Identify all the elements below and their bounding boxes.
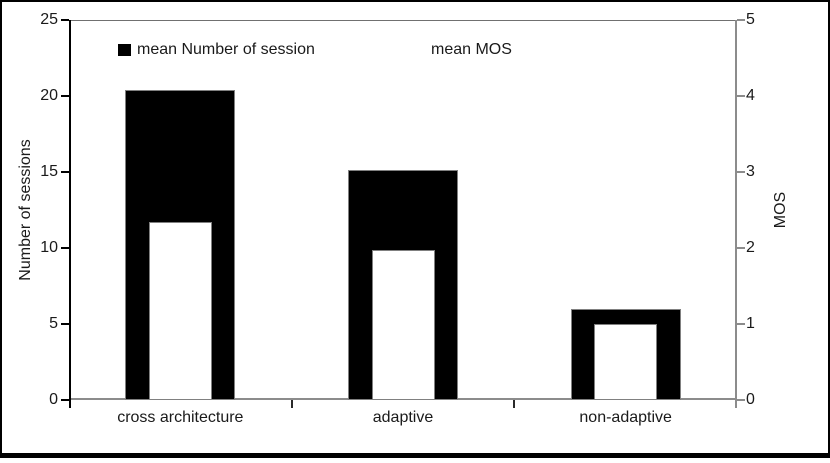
right-axis-tick-label: 1 bbox=[746, 315, 755, 332]
plot-area bbox=[61, 19, 745, 408]
left-axis-title: Number of sessions bbox=[17, 139, 34, 281]
legend-label-sessions: mean Number of session bbox=[137, 41, 315, 58]
right-axis-tick-label: 2 bbox=[746, 239, 755, 256]
bar-mos-1 bbox=[148, 222, 212, 400]
legend-marker-mos-icon bbox=[412, 44, 425, 56]
right-axis-tick bbox=[737, 19, 745, 21]
right-axis-tick-label: 3 bbox=[746, 163, 755, 180]
right-axis-title: MOS bbox=[772, 191, 789, 229]
x-axis-category-label: non-adaptive bbox=[579, 409, 672, 426]
bar-mos-3 bbox=[594, 324, 658, 400]
left-axis-line bbox=[69, 20, 71, 408]
left-axis-tick bbox=[61, 19, 69, 21]
right-axis-tick bbox=[737, 95, 745, 97]
left-axis-tick bbox=[61, 247, 69, 249]
right-axis-line bbox=[735, 20, 737, 408]
x-axis-tick bbox=[513, 400, 516, 408]
x-axis-category-label: adaptive bbox=[372, 409, 434, 426]
right-axis-tick bbox=[737, 323, 745, 325]
right-axis-tick bbox=[737, 399, 745, 401]
left-axis-tick-label: 25 bbox=[40, 11, 58, 28]
right-axis-tick-label: 5 bbox=[746, 11, 755, 28]
left-axis-tick bbox=[61, 171, 69, 173]
right-axis-tick-label: 0 bbox=[746, 391, 755, 408]
left-axis-tick-label: 20 bbox=[40, 87, 58, 104]
legend-item-sessions: mean Number of session bbox=[118, 41, 315, 59]
legend-label-mos: mean MOS bbox=[431, 41, 512, 58]
left-axis-tick bbox=[61, 323, 69, 325]
x-axis-tick bbox=[290, 400, 293, 408]
legend-marker-sessions-icon bbox=[118, 44, 131, 56]
left-axis-tick bbox=[61, 399, 69, 401]
right-axis-tick-label: 4 bbox=[746, 87, 755, 104]
x-axis-category-label: cross architecture bbox=[117, 409, 244, 426]
left-axis-tick-label: 15 bbox=[40, 163, 58, 180]
left-axis-tick-label: 0 bbox=[49, 391, 58, 408]
left-axis-tick-label: 5 bbox=[49, 315, 58, 332]
left-axis-tick bbox=[61, 95, 69, 97]
right-axis-tick bbox=[737, 171, 745, 173]
legend-item-mos: mean MOS bbox=[412, 41, 512, 59]
left-axis-tick-label: 10 bbox=[40, 239, 58, 256]
right-axis-tick bbox=[737, 247, 745, 249]
bar-mos-2 bbox=[371, 249, 435, 400]
plot-top-line bbox=[69, 20, 737, 21]
